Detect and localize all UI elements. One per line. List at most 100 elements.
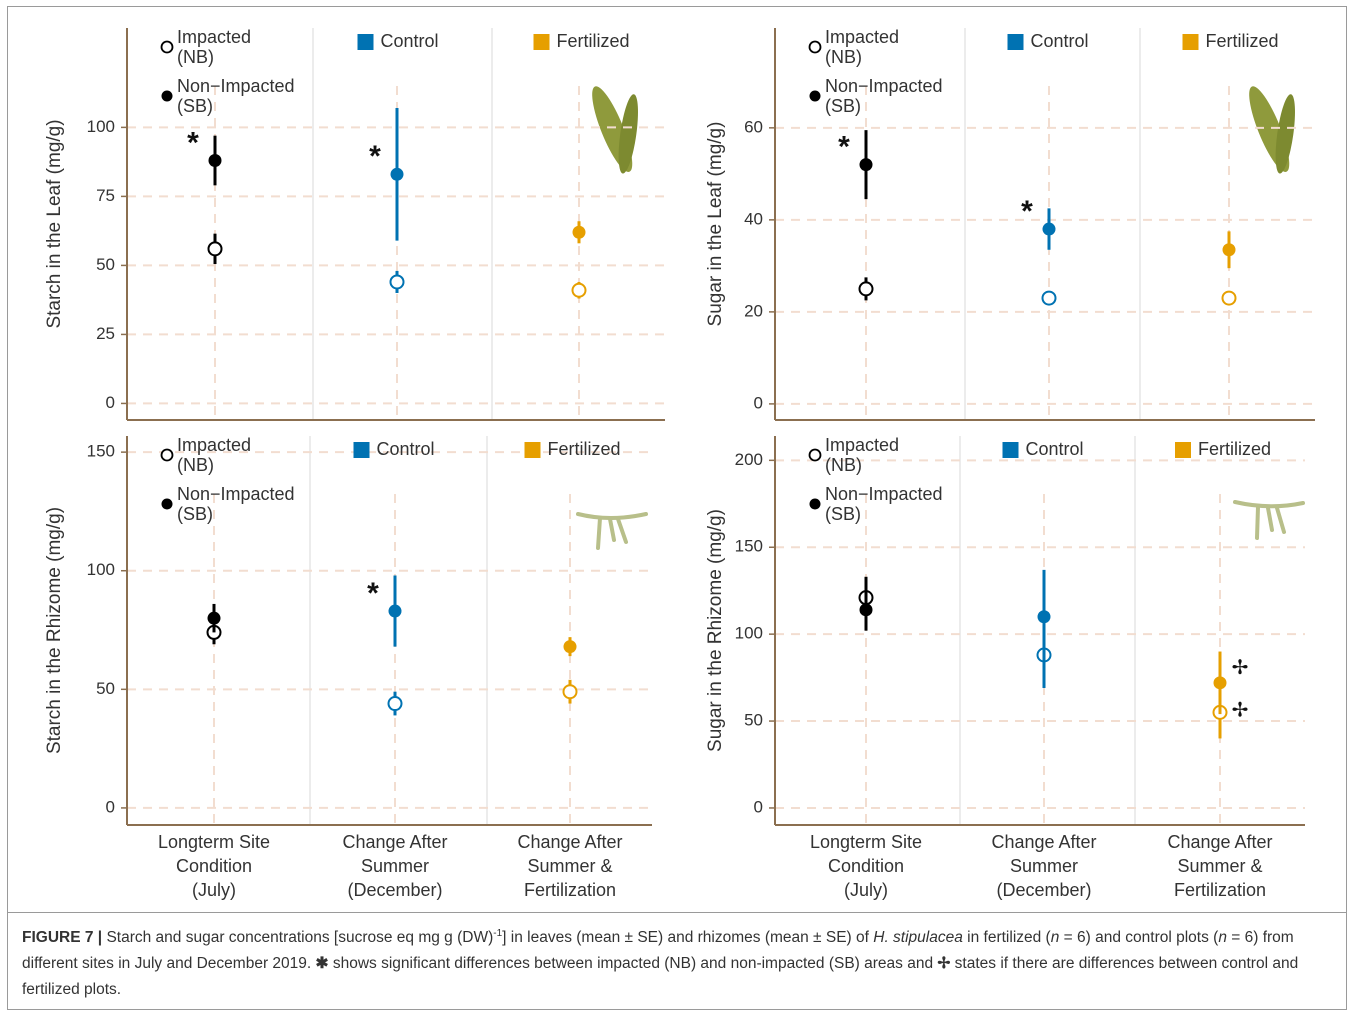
legend-label: Impacted(NB) [177,435,251,475]
point [1043,223,1056,236]
point [1214,676,1227,689]
y-tick-label: 25 [96,324,115,343]
y-tick-label: 50 [96,255,115,274]
y-tick-label: 40 [744,209,763,228]
point [389,605,402,618]
x-category-label: Longterm SiteCondition(July) [810,832,922,900]
point [573,284,586,297]
caption: FIGURE 7 | Starch and sugar concentratio… [22,925,1322,1003]
y-tick-label: 150 [735,537,763,556]
point [860,282,873,295]
caption-text: ] in leaves (mean ± SE) and rhizomes (me… [502,929,873,946]
point [209,154,222,167]
legend-marker [810,91,821,102]
legend-swatch [1008,34,1024,50]
y-axis-label: Starch in the Leaf (mg/g) [44,119,65,328]
significance-mark: * [838,131,850,164]
legend-label: Control [1031,31,1089,51]
caption-text: ✢ [937,955,950,972]
y-axis-label: Starch in the Rhizome (mg/g) [44,507,65,754]
point [208,612,221,625]
caption-text: shows significant differences between im… [329,955,938,972]
legend-label: Non−Impacted(SB) [825,484,943,524]
legend-label: Fertilized [548,439,621,459]
caption-text: ✱ [316,955,329,972]
legend-label: Fertilized [1198,439,1271,459]
y-tick-label: 0 [754,797,763,816]
legend-swatch [534,34,550,50]
point [564,685,577,698]
point [389,697,402,710]
y-tick-label: 100 [735,624,763,643]
significance-mark: * [369,140,381,173]
leaf-illustration [585,82,642,176]
legend-label: Non−Impacted(SB) [825,76,943,116]
legend-label: Impacted(NB) [825,435,899,475]
caption-separator [7,912,1347,913]
y-axis-label: Sugar in the Leaf (mg/g) [705,122,726,327]
caption-text: Starch and sugar concentrations [sucrose… [102,929,493,946]
legend-label: Non−Impacted(SB) [177,76,295,116]
caption-text: H. stipulacea [873,929,963,946]
legend-marker [810,499,821,510]
y-tick-label: 200 [735,450,763,469]
y-tick-label: 100 [87,117,115,136]
legend-label: Impacted(NB) [177,27,251,67]
y-tick-label: 150 [87,442,115,461]
legend-label: Fertilized [1206,31,1279,51]
caption-text: = 6) and control plots ( [1059,929,1218,946]
treatment-mark: ✢ [1232,657,1249,679]
legend-marker [162,91,173,102]
y-tick-label: 60 [744,117,763,136]
legend-swatch [354,442,370,458]
legend-marker [810,42,821,53]
y-tick-label: 0 [106,393,115,412]
point [1043,292,1056,305]
significance-mark: * [187,126,199,159]
point [1223,292,1236,305]
rhizome-illustration [578,502,1303,548]
point [573,226,586,239]
legend-swatch [1003,442,1019,458]
y-tick-label: 20 [744,301,763,320]
point [564,640,577,653]
y-tick-label: 75 [96,186,115,205]
point [209,242,222,255]
y-tick-label: 0 [106,797,115,816]
caption-text: n [1218,929,1227,946]
point [1038,610,1051,623]
y-tick-label: 0 [754,393,763,412]
significance-mark: * [367,577,379,610]
legend-marker [810,450,821,461]
legend-label: Impacted(NB) [825,27,899,67]
legend-label: Control [381,31,439,51]
y-tick-label: 50 [744,711,763,730]
treatment-mark: ✢ [1232,700,1249,722]
legend-marker [162,42,173,53]
legend-label: Control [1026,439,1084,459]
caption-text: FIGURE 7 | [22,929,102,946]
legend-swatch [358,34,374,50]
caption-text: in fertilized ( [963,929,1051,946]
legend-label: Non−Impacted(SB) [177,484,295,524]
significance-mark: * [1021,195,1033,228]
point [860,603,873,616]
leaf-illustration [1242,82,1299,176]
legend-label: Fertilized [557,31,630,51]
legend-swatch [1183,34,1199,50]
y-tick-label: 50 [96,679,115,698]
point [391,275,404,288]
caption-text: -1 [493,928,502,939]
legend-swatch [525,442,541,458]
point [391,168,404,181]
legend-marker [162,450,173,461]
legend-marker [162,499,173,510]
y-axis-label: Sugar in the Rhizome (mg/g) [705,509,726,752]
point [860,158,873,171]
page: 0 25 50 75 100 Starch in the Leaf (mg/g) Impac… [0,0,1355,1017]
point [1223,243,1236,256]
